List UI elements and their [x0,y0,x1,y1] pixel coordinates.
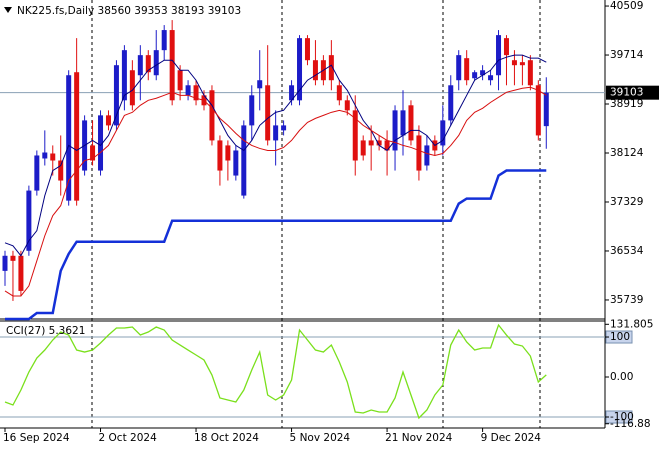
x-tick-label: 9 Dec 2024 [481,432,542,444]
candle-body [519,62,525,66]
candle-body [225,145,231,161]
candle-body [58,160,64,181]
candle-body [488,75,494,81]
candle-body [392,110,398,151]
candle-body [480,70,486,76]
x-tick-label: 2 Oct 2024 [99,432,158,444]
y-tick-label: 40509 [610,0,643,12]
candle-body [26,190,32,251]
candle-body [448,85,454,121]
candle-body [217,140,223,171]
candle-body [496,35,502,76]
candle-body [416,135,422,171]
candle-body [360,140,366,156]
candle-body [113,65,119,126]
candle-body [42,152,48,159]
indicator-title: CCI(27) 5.3621 [6,325,85,337]
candle-body [50,153,56,161]
candle-body [464,58,470,81]
cci-line [4,323,547,420]
title-icon [4,7,12,13]
indicator-line [5,169,547,321]
candle-body [169,30,175,101]
candle-body [161,30,167,51]
y-tick-label: 35739 [610,294,643,306]
candle-body [281,125,287,131]
candle-body [503,38,509,56]
candle-body [265,85,271,141]
last-price-label: 39103 [610,87,643,99]
candle-body [249,95,255,126]
candle-body [66,75,72,201]
candle-body [527,60,533,86]
candle-body [352,110,358,161]
chart-title: NK225.fs,Daily 38560 39353 38193 39103 [17,5,241,17]
candle-body [472,72,478,79]
candle-body [233,150,239,176]
y-tick-label: 100 [610,331,630,343]
candle-body [424,145,430,166]
candle-body [121,50,127,101]
candle-body [456,55,462,81]
candle-body [297,38,303,101]
indicator-line [4,86,547,297]
candle-body [543,92,549,127]
candle-body [193,85,199,101]
x-tick-label: 18 Oct 2024 [194,432,259,444]
y-tick-label: 0.00 [610,371,633,383]
x-tick-label: 5 Nov 2024 [290,432,351,444]
candle-body [273,125,279,141]
candle-body [137,55,143,76]
last-price-box [606,85,659,100]
candle-body [185,85,191,96]
candle-body [10,255,16,261]
candle-body [34,155,40,191]
candle-body [257,80,263,89]
candle-body [177,70,183,91]
y-tick-label: 39714 [610,49,644,61]
candle-body [129,70,135,106]
y-tick-label: -100 [610,411,634,423]
candle-body [18,255,24,291]
candle-body [153,50,159,76]
x-tick-label: 21 Nov 2024 [385,432,453,444]
x-tick-label: 16 Sep 2024 [3,432,70,444]
indicator-line [4,54,547,257]
candle-body [440,120,446,146]
y-tick-label: 131.805 [610,318,653,330]
candle-body [408,105,414,141]
candle-body [376,140,382,146]
candle-body [105,115,111,126]
candle-body [511,60,517,66]
candle-body [289,85,295,101]
candle-body [145,55,151,73]
y-tick-label: 38124 [610,147,644,159]
candle-body [535,85,541,136]
candle-body [2,255,8,271]
candle-body [74,72,80,201]
candle-body [368,140,374,146]
candle-body [312,60,318,81]
y-tick-label: 38919 [610,98,643,110]
y-tick-label: 36534 [610,245,644,257]
candle-body [304,38,310,61]
y-tick-label: 37329 [610,196,643,208]
candle-body [98,115,104,171]
candle-body [328,55,334,81]
candle-body [336,85,342,101]
candle-body [90,145,96,161]
candle-body [209,90,215,141]
candle-body [384,140,390,151]
y-tick-label: -116.88 [610,418,651,430]
candle-body [344,100,350,111]
v-grid [91,0,541,428]
candle-body [400,110,406,136]
candle-body [241,125,247,196]
